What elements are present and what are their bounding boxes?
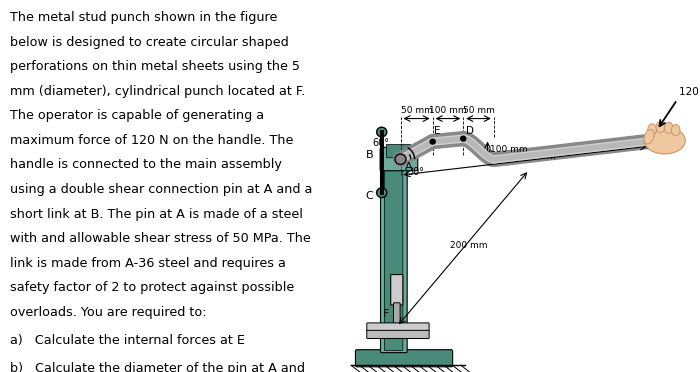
Text: short link at B. The pin at A is made of a steel: short link at B. The pin at A is made of…: [10, 208, 302, 221]
Text: below is designed to create circular shaped: below is designed to create circular sha…: [10, 36, 288, 49]
Text: E: E: [434, 126, 441, 137]
Ellipse shape: [664, 122, 673, 134]
Text: 100 mm: 100 mm: [429, 106, 467, 115]
FancyBboxPatch shape: [391, 275, 403, 305]
Text: 100 mm: 100 mm: [490, 145, 528, 154]
FancyBboxPatch shape: [380, 147, 418, 171]
Text: 30°: 30°: [407, 167, 424, 177]
FancyBboxPatch shape: [384, 167, 403, 350]
Text: B: B: [365, 151, 373, 160]
Ellipse shape: [656, 122, 665, 133]
Text: link is made from A-36 steel and requires a: link is made from A-36 steel and require…: [10, 257, 286, 270]
Text: 300 mm: 300 mm: [518, 152, 556, 161]
Text: maximum force of 120 N on the handle. The: maximum force of 120 N on the handle. Th…: [10, 134, 293, 147]
Text: D: D: [466, 126, 475, 136]
Text: safety factor of 2 to protect against possible: safety factor of 2 to protect against po…: [10, 281, 294, 294]
FancyBboxPatch shape: [647, 134, 658, 148]
Text: 200 mm: 200 mm: [450, 241, 487, 250]
FancyBboxPatch shape: [367, 323, 429, 331]
FancyBboxPatch shape: [393, 303, 400, 324]
Text: mm (diameter), cylindrical punch located at F.: mm (diameter), cylindrical punch located…: [10, 85, 304, 98]
Circle shape: [395, 154, 406, 164]
Text: 50 mm: 50 mm: [400, 106, 433, 115]
Circle shape: [377, 127, 387, 137]
Text: perforations on thin metal sheets using the 5: perforations on thin metal sheets using …: [10, 60, 300, 73]
Text: F: F: [383, 309, 390, 319]
Text: using a double shear connection pin at A and a: using a double shear connection pin at A…: [10, 183, 312, 196]
Ellipse shape: [644, 127, 685, 154]
Circle shape: [430, 139, 435, 144]
Text: 120 N: 120 N: [679, 87, 700, 97]
Ellipse shape: [644, 129, 654, 144]
Text: b)   Calculate the diameter of the pin at A and: b) Calculate the diameter of the pin at …: [10, 362, 304, 372]
Text: a)   Calculate the internal forces at E: a) Calculate the internal forces at E: [10, 334, 244, 347]
Text: The operator is capable of generating a: The operator is capable of generating a: [10, 109, 264, 122]
Circle shape: [377, 188, 387, 198]
FancyBboxPatch shape: [386, 144, 411, 158]
Ellipse shape: [648, 124, 657, 135]
Text: A: A: [405, 163, 413, 172]
Ellipse shape: [671, 125, 680, 136]
Text: 50 mm: 50 mm: [463, 106, 494, 115]
Circle shape: [461, 136, 466, 141]
Text: The metal stud punch shown in the figure: The metal stud punch shown in the figure: [10, 11, 277, 24]
Text: 60°: 60°: [372, 138, 389, 148]
Text: with and allowable shear stress of 50 MPa. The: with and allowable shear stress of 50 MP…: [10, 232, 310, 245]
FancyBboxPatch shape: [356, 350, 453, 367]
Text: overloads. You are required to:: overloads. You are required to:: [10, 306, 206, 319]
Text: C: C: [365, 192, 373, 201]
FancyBboxPatch shape: [381, 161, 407, 353]
Text: handle is connected to the main assembly: handle is connected to the main assembly: [10, 158, 281, 171]
FancyBboxPatch shape: [367, 330, 429, 339]
